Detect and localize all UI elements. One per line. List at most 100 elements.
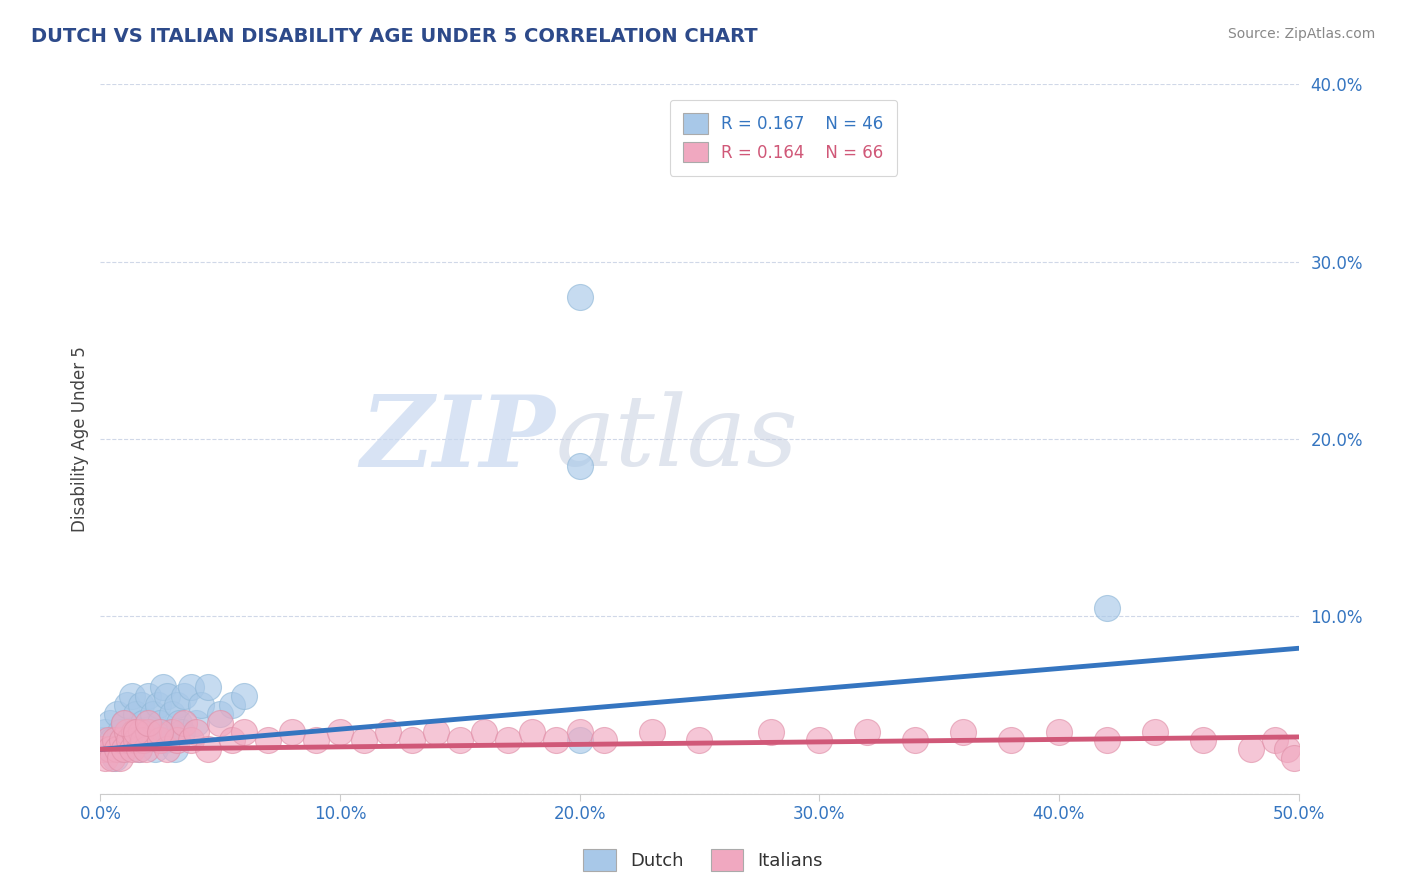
Point <box>142 706 165 721</box>
Point <box>209 706 232 721</box>
Point <box>1000 733 1022 747</box>
Point <box>112 742 135 756</box>
Point <box>1191 733 1213 747</box>
Point <box>496 733 519 747</box>
Point <box>118 733 141 747</box>
Point <box>128 742 150 756</box>
Point <box>425 724 447 739</box>
Point <box>544 733 567 747</box>
Point <box>101 733 124 747</box>
Point <box>135 733 157 747</box>
Point <box>401 733 423 747</box>
Point <box>449 733 471 747</box>
Point <box>136 724 159 739</box>
Point <box>233 689 256 703</box>
Point <box>592 733 614 747</box>
Point <box>125 706 148 721</box>
Point <box>952 724 974 739</box>
Point <box>180 733 202 747</box>
Point <box>520 724 543 739</box>
Point <box>149 715 172 730</box>
Point <box>128 742 150 756</box>
Point <box>163 742 186 756</box>
Point <box>94 724 117 739</box>
Point <box>129 724 152 739</box>
Point <box>112 715 135 730</box>
Point <box>122 724 145 739</box>
Point <box>1275 742 1298 756</box>
Point <box>1240 742 1263 756</box>
Point <box>186 724 208 739</box>
Point <box>125 724 148 739</box>
Point <box>166 733 188 747</box>
Point <box>118 733 141 747</box>
Point <box>121 742 143 756</box>
Point <box>153 733 176 747</box>
Point <box>115 724 138 739</box>
Point <box>162 724 184 739</box>
Point <box>104 751 127 765</box>
Point <box>104 733 127 747</box>
Point <box>856 724 879 739</box>
Point <box>329 724 352 739</box>
Point <box>190 698 212 712</box>
Point <box>91 742 114 756</box>
Point <box>173 715 195 730</box>
Point <box>904 733 927 747</box>
Point <box>1282 751 1305 765</box>
Point <box>1143 724 1166 739</box>
Point <box>180 681 202 695</box>
Point <box>568 724 591 739</box>
Point <box>808 733 831 747</box>
Point <box>149 724 172 739</box>
Point <box>688 733 710 747</box>
Point <box>221 698 243 712</box>
Point <box>166 698 188 712</box>
Point <box>136 689 159 703</box>
Point <box>353 733 375 747</box>
Point <box>257 733 280 747</box>
Point <box>568 290 591 304</box>
Point <box>91 733 114 747</box>
Point <box>162 706 184 721</box>
Point <box>640 724 662 739</box>
Point <box>105 706 128 721</box>
Point <box>1095 600 1118 615</box>
Point <box>156 689 179 703</box>
Point <box>1095 733 1118 747</box>
Legend: Dutch, Italians: Dutch, Italians <box>576 842 830 879</box>
Point <box>209 715 232 730</box>
Point <box>149 733 172 747</box>
Point <box>197 742 219 756</box>
Point <box>305 733 328 747</box>
Point <box>108 724 131 739</box>
Point <box>146 698 169 712</box>
Point <box>98 715 121 730</box>
Text: DUTCH VS ITALIAN DISABILITY AGE UNDER 5 CORRELATION CHART: DUTCH VS ITALIAN DISABILITY AGE UNDER 5 … <box>31 27 758 45</box>
Point <box>1047 724 1070 739</box>
Point <box>156 742 179 756</box>
Point <box>152 681 174 695</box>
Point <box>135 742 157 756</box>
Point <box>96 742 118 756</box>
Point <box>761 724 783 739</box>
Point <box>136 715 159 730</box>
Point <box>233 724 256 739</box>
Point <box>197 681 219 695</box>
Legend: R = 0.167    N = 46, R = 0.164    N = 66: R = 0.167 N = 46, R = 0.164 N = 66 <box>669 100 897 176</box>
Point <box>281 724 304 739</box>
Point <box>186 715 208 730</box>
Point <box>122 724 145 739</box>
Point <box>98 742 121 756</box>
Point <box>101 751 124 765</box>
Point <box>139 724 162 739</box>
Point <box>173 689 195 703</box>
Point <box>169 715 191 730</box>
Point <box>145 742 167 756</box>
Point <box>94 751 117 765</box>
Point <box>377 724 399 739</box>
Point <box>115 698 138 712</box>
Point <box>112 715 135 730</box>
Point <box>132 715 155 730</box>
Point <box>568 733 591 747</box>
